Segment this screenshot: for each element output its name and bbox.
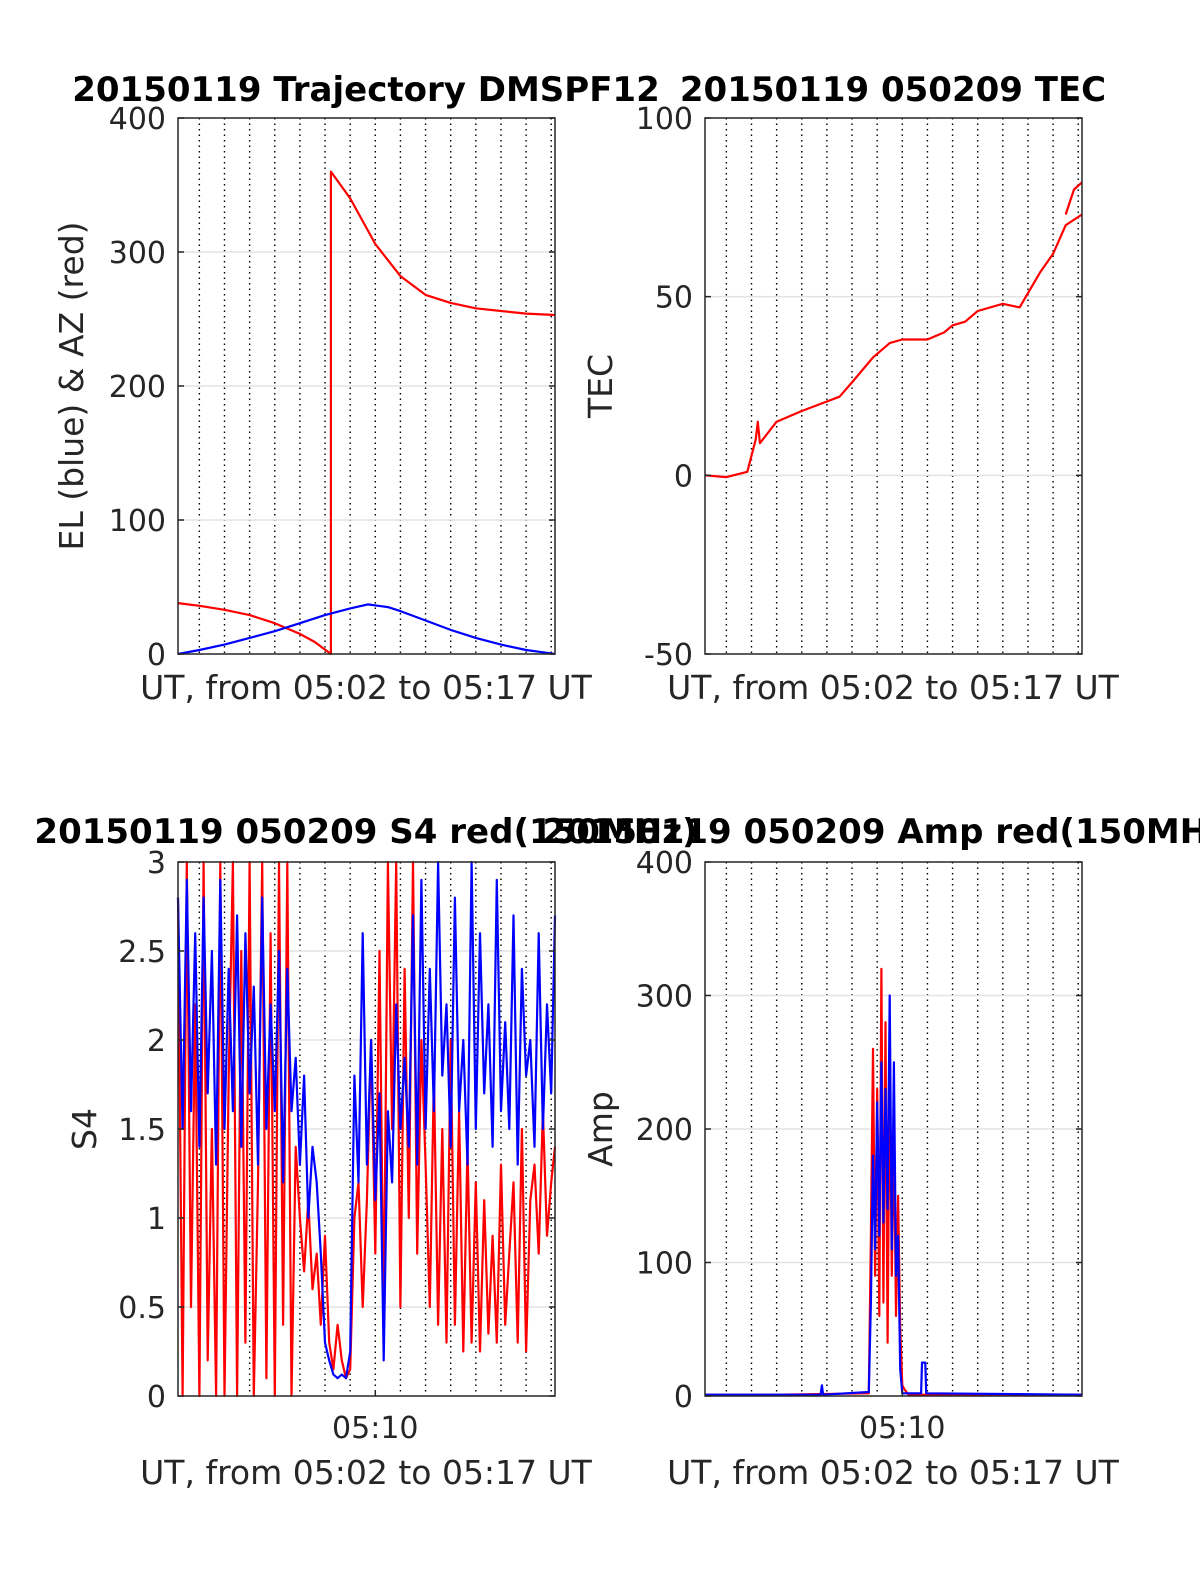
- y-tick-label: 1: [147, 1202, 166, 1237]
- panel-4-series: [705, 967, 1083, 1396]
- y-tick-label: 100: [636, 102, 693, 137]
- panel-2-grid: [705, 118, 1082, 654]
- y-tick-label: 0: [147, 638, 166, 673]
- series-line-red: [177, 170, 556, 656]
- panel-s4: 0 0.5 1 1.5 2 2.5 3 05:10 20150119 050209 S4 re…: [34, 812, 697, 1492]
- y-tick-label: 0: [147, 1380, 166, 1415]
- panel-2-axes-box: [704, 117, 1083, 655]
- series-line-blue: [705, 994, 1083, 1396]
- y-tick-label: 100: [636, 1247, 693, 1282]
- y-tick-label: 200: [109, 370, 166, 405]
- y-tick-label: 50: [655, 281, 693, 316]
- panel-3-ylabel: S4: [65, 1108, 104, 1150]
- y-tick-label: 3: [147, 846, 166, 881]
- panel-3-ticks: 0 0.5 1 1.5 2 2.5 3 05:10: [118, 846, 555, 1446]
- y-tick-label: 200: [636, 1113, 693, 1148]
- y-tick-label: 400: [636, 846, 693, 881]
- panel-amp: 0 100 200 300 400 05:10 20150119 050209 Amp r…: [542, 812, 1200, 1492]
- panel-1-xlabel: UT, from 05:02 to 05:17 UT: [140, 668, 593, 707]
- panel-1-title: 20150119 Trajectory DMSPF12: [72, 70, 660, 110]
- y-tick-label: 2: [147, 1024, 166, 1059]
- y-tick-label: 300: [636, 980, 693, 1015]
- panel-3-title: 20150119 050209 S4 red(150MHz): [34, 812, 697, 852]
- panel-1-series: [177, 170, 556, 656]
- panel-trajectory: 0 100 200 300 400 20150119 Trajectory DMSPF1…: [52, 70, 660, 707]
- y-tick-label: 0: [674, 1380, 693, 1415]
- series-line-red: [1064, 181, 1083, 215]
- panel-4-ticks: 0 100 200 300 400 05:10: [636, 846, 1082, 1446]
- series-line-red: [176, 860, 557, 1398]
- panel-4-xlabel: UT, from 05:02 to 05:17 UT: [667, 1453, 1120, 1492]
- panel-tec: -50 0 50 100 20150119 050209 TEC UT, from 0…: [581, 70, 1120, 707]
- series-line-blue: [176, 860, 557, 1380]
- panel-3-series: [176, 860, 557, 1398]
- y-tick-label: 300: [109, 236, 166, 271]
- panel-1-grid: [178, 118, 555, 654]
- x-tick-label: 05:10: [332, 1411, 418, 1446]
- y-tick-label: 400: [109, 102, 166, 137]
- panel-1-ticks: 0 100 200 300 400: [109, 102, 555, 673]
- y-tick-label: 2.5: [118, 935, 166, 970]
- panel-2-title: 20150119 050209 TEC: [680, 70, 1106, 110]
- panel-4-ylabel: Amp: [581, 1091, 620, 1167]
- y-tick-label: 0.5: [118, 1291, 166, 1326]
- panel-4-title: 20150119 050209 Amp red(150MHz): [542, 812, 1200, 852]
- panel-2-ticks: -50 0 50 100: [636, 102, 1082, 673]
- panel-1-ylabel: EL (blue) & AZ (red): [52, 221, 91, 550]
- panel-2-xlabel: UT, from 05:02 to 05:17 UT: [667, 668, 1120, 707]
- y-tick-label: -50: [644, 638, 693, 673]
- y-tick-label: 1.5: [118, 1113, 166, 1148]
- series-line-red: [704, 213, 1083, 479]
- panel-2-series: [704, 181, 1083, 479]
- x-tick-label: 05:10: [859, 1411, 945, 1446]
- series-line-blue: [177, 603, 556, 656]
- y-tick-label: 0: [674, 459, 693, 494]
- panel-4-grid: [705, 862, 1082, 1396]
- panel-3-xlabel: UT, from 05:02 to 05:17 UT: [140, 1453, 593, 1492]
- panel-2-ylabel: TEC: [581, 354, 620, 419]
- y-tick-label: 100: [109, 504, 166, 539]
